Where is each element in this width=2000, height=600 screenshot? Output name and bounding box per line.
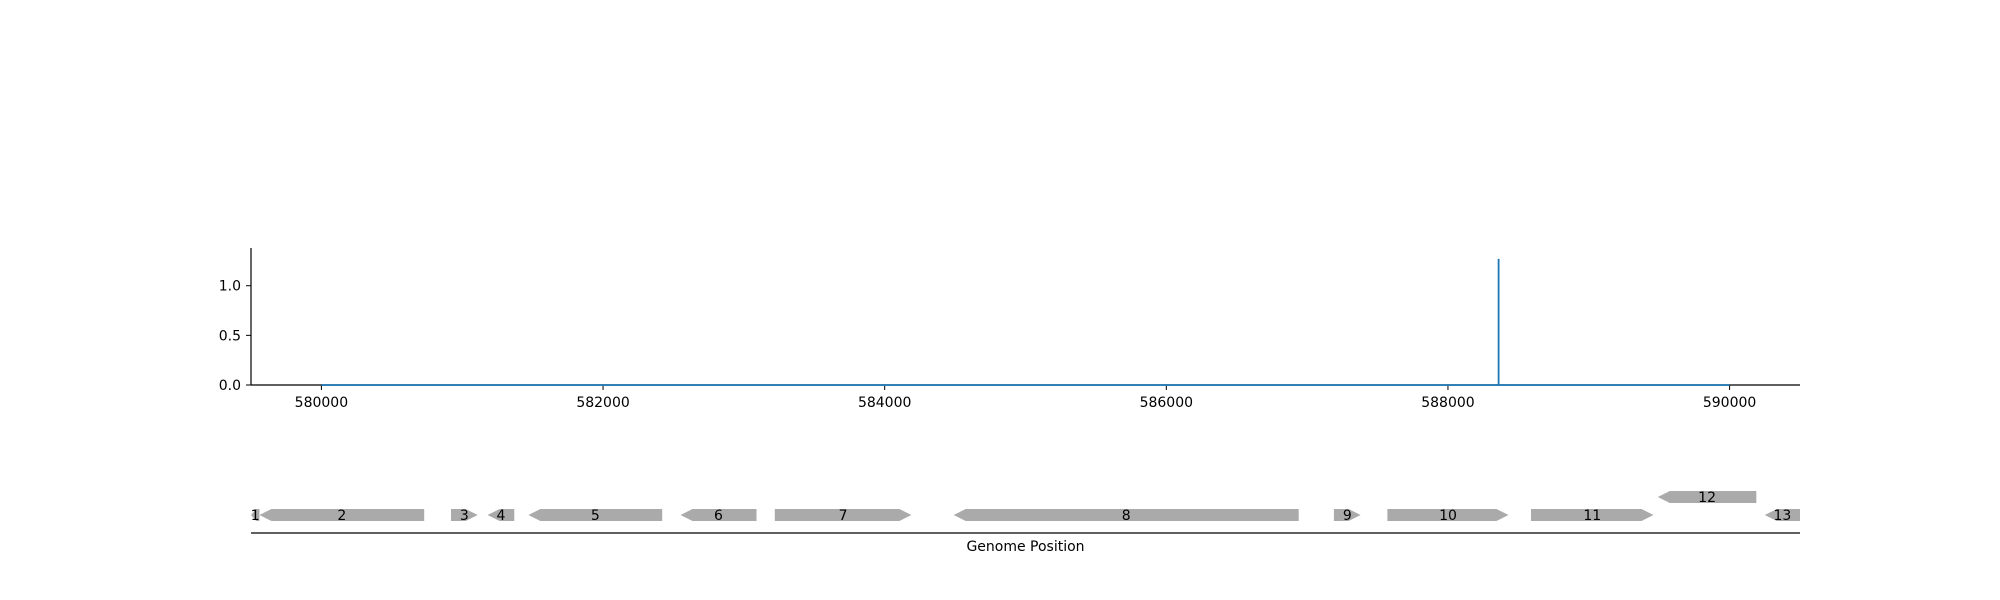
gene-label: 9 [1343, 508, 1352, 524]
y-tick-label: 0.0 [219, 378, 241, 394]
gene-label: 1 [251, 508, 260, 524]
gene-arrow [259, 509, 425, 521]
x-axis-ticks: 580000 582000 584000 586000 588000 590000 [295, 385, 1756, 411]
y-axis-ticks: 0.0 0.5 1.0 [219, 279, 251, 394]
gene-label: 13 [1773, 508, 1791, 524]
x-tick-label: 588000 [1421, 395, 1474, 411]
gene-arrow [1657, 491, 1757, 503]
coverage-series [321, 258, 1730, 386]
x-axis-label: Genome Position [966, 539, 1084, 555]
y-tick-label: 1.0 [219, 279, 241, 295]
y-tick-label: 0.5 [219, 328, 241, 344]
gene-label: 4 [497, 508, 506, 524]
x-tick-label: 580000 [295, 395, 348, 411]
gene-label: 11 [1583, 508, 1601, 524]
gene-arrow [487, 509, 515, 521]
gene-arrow [1333, 509, 1361, 521]
x-tick-label: 584000 [858, 395, 911, 411]
gene-arrow [1531, 509, 1654, 521]
gene-arrow [1387, 509, 1509, 521]
x-tick-label: 590000 [1703, 395, 1756, 411]
gene-arrow [451, 509, 478, 521]
gene-label: 5 [591, 508, 600, 524]
x-tick-label: 586000 [1140, 395, 1193, 411]
gene-arrow [774, 509, 912, 521]
gene-arrow [251, 509, 260, 521]
gene-arrow [680, 509, 757, 521]
gene-label: 2 [337, 508, 346, 524]
gene-label: 10 [1439, 508, 1457, 524]
gene-label: 6 [714, 508, 723, 524]
gene-arrow [528, 509, 663, 521]
coverage-line [321, 258, 1730, 386]
coverage-plot: 580000 582000 584000 586000 588000 590000 0.0… [219, 248, 1800, 411]
gene-label: 7 [839, 508, 848, 524]
gene-arrow [1764, 509, 1800, 521]
gene-label: 12 [1698, 490, 1716, 506]
gene-arrow [953, 509, 1299, 521]
gene-label: 8 [1122, 508, 1131, 524]
x-tick-label: 582000 [576, 395, 629, 411]
gene-label: 3 [460, 508, 469, 524]
